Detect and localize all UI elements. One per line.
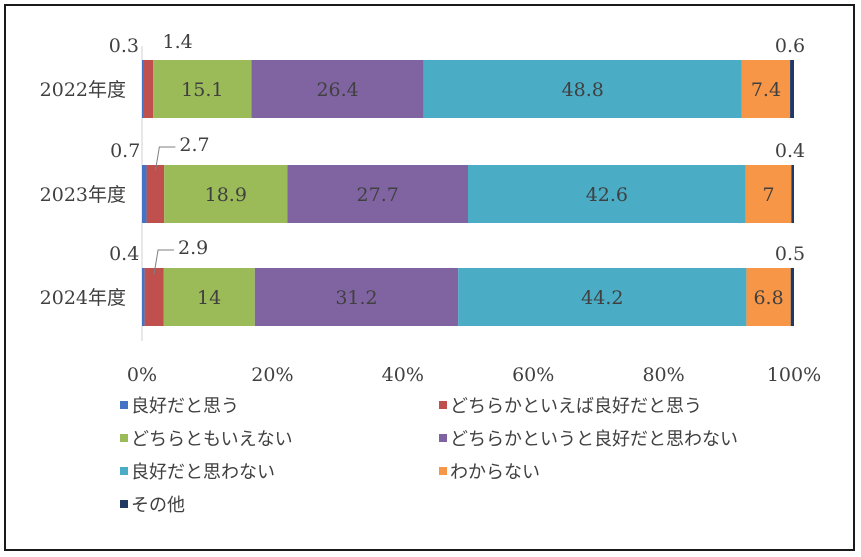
bar-6-2 [745, 165, 792, 223]
bar-5-3 [458, 268, 747, 326]
data-label-1-1: 0.3 [109, 35, 139, 57]
legend-label-2: どちらかといえば良好だと思う [450, 396, 702, 417]
data-label-5-2: 42.6 [586, 184, 628, 206]
data-label-2-2: 2.7 [179, 134, 209, 156]
legend-label-3: どちらともいえない [131, 429, 293, 450]
data-label-5-3: 44.2 [581, 287, 623, 309]
legend-swatch-1 [120, 401, 128, 409]
x-tick-label-1: 0% [127, 364, 157, 386]
data-label-2-1: 1.4 [163, 31, 193, 53]
bar-7-2 [791, 165, 794, 223]
legend-swatch-7 [120, 500, 128, 508]
legend-swatch-5 [120, 467, 128, 475]
bar-2-3 [144, 268, 164, 326]
data-label-6-3: 6.8 [753, 287, 783, 309]
category-label-1: 2022年度 [40, 79, 126, 101]
legend-label-5: 良好だと思わない [131, 462, 275, 483]
leader-line-2 [154, 146, 176, 172]
bar-6-1 [741, 60, 791, 118]
legend-label-4: どちらかというと良好だと思わない [450, 429, 738, 450]
bar-1-2 [142, 165, 147, 223]
bar-2-2 [146, 165, 165, 223]
bar-3-3 [163, 268, 255, 326]
legend-swatch-6 [439, 467, 447, 475]
bar-6-3 [746, 268, 791, 326]
x-tick-label-6: 100% [767, 364, 821, 386]
data-label-4-1: 26.4 [316, 79, 358, 101]
stacked-bar-chart: 2022年度 15.1 26.4 48.8 7.4 0.6 0.3 1.4 2023年度 18.9… [40, 31, 822, 516]
legend-label-1: 良好だと思う [131, 396, 239, 417]
data-label-4-3: 31.2 [335, 287, 377, 309]
legend-label-6: わからない [450, 462, 540, 483]
bar-3-1 [153, 60, 252, 118]
x-tick-label-2: 20% [251, 364, 293, 386]
legend-swatch-4 [439, 434, 447, 442]
data-label-7-1: 0.6 [775, 35, 805, 57]
data-label-5-1: 48.8 [562, 79, 604, 101]
bar-4-1 [251, 60, 424, 118]
bar-5-1 [423, 60, 742, 118]
bar-4-2 [287, 165, 468, 223]
bar-2-1 [143, 60, 154, 118]
data-label-6-1: 7.4 [751, 79, 781, 101]
chart-frame: 2022年度 15.1 26.4 48.8 7.4 0.6 0.3 1.4 2023年度 18.9… [4, 4, 855, 551]
data-label-6-2: 7 [763, 184, 775, 206]
bar-7-3 [790, 268, 794, 326]
data-label-3-1: 15.1 [181, 79, 223, 101]
data-label-4-2: 27.7 [357, 184, 399, 206]
category-label-2: 2023年度 [40, 184, 126, 206]
legend-swatch-3 [120, 434, 128, 442]
bar-1-1 [142, 60, 144, 118]
data-label-2-3: 2.9 [178, 237, 208, 259]
data-label-1-2: 0.7 [110, 140, 140, 162]
x-tick-label-3: 40% [382, 364, 424, 386]
data-label-3-3: 14 [197, 287, 221, 309]
bar-7-1 [790, 60, 794, 118]
x-tick-label-4: 60% [512, 364, 554, 386]
data-label-3-2: 18.9 [205, 184, 247, 206]
bar-3-2 [164, 165, 288, 223]
bar-1-3 [142, 268, 145, 326]
data-label-7-3: 0.5 [775, 243, 805, 265]
data-label-7-2: 0.4 [775, 140, 805, 162]
category-label-3: 2024年度 [40, 287, 126, 309]
legend-label-7: その他 [131, 495, 185, 516]
legend-swatch-2 [439, 401, 447, 409]
x-tick-label-5: 80% [642, 364, 684, 386]
leader-line-3 [153, 249, 175, 275]
data-label-1-3: 0.4 [109, 243, 139, 265]
bar-4-3 [254, 268, 459, 326]
bar-5-2 [468, 165, 746, 223]
